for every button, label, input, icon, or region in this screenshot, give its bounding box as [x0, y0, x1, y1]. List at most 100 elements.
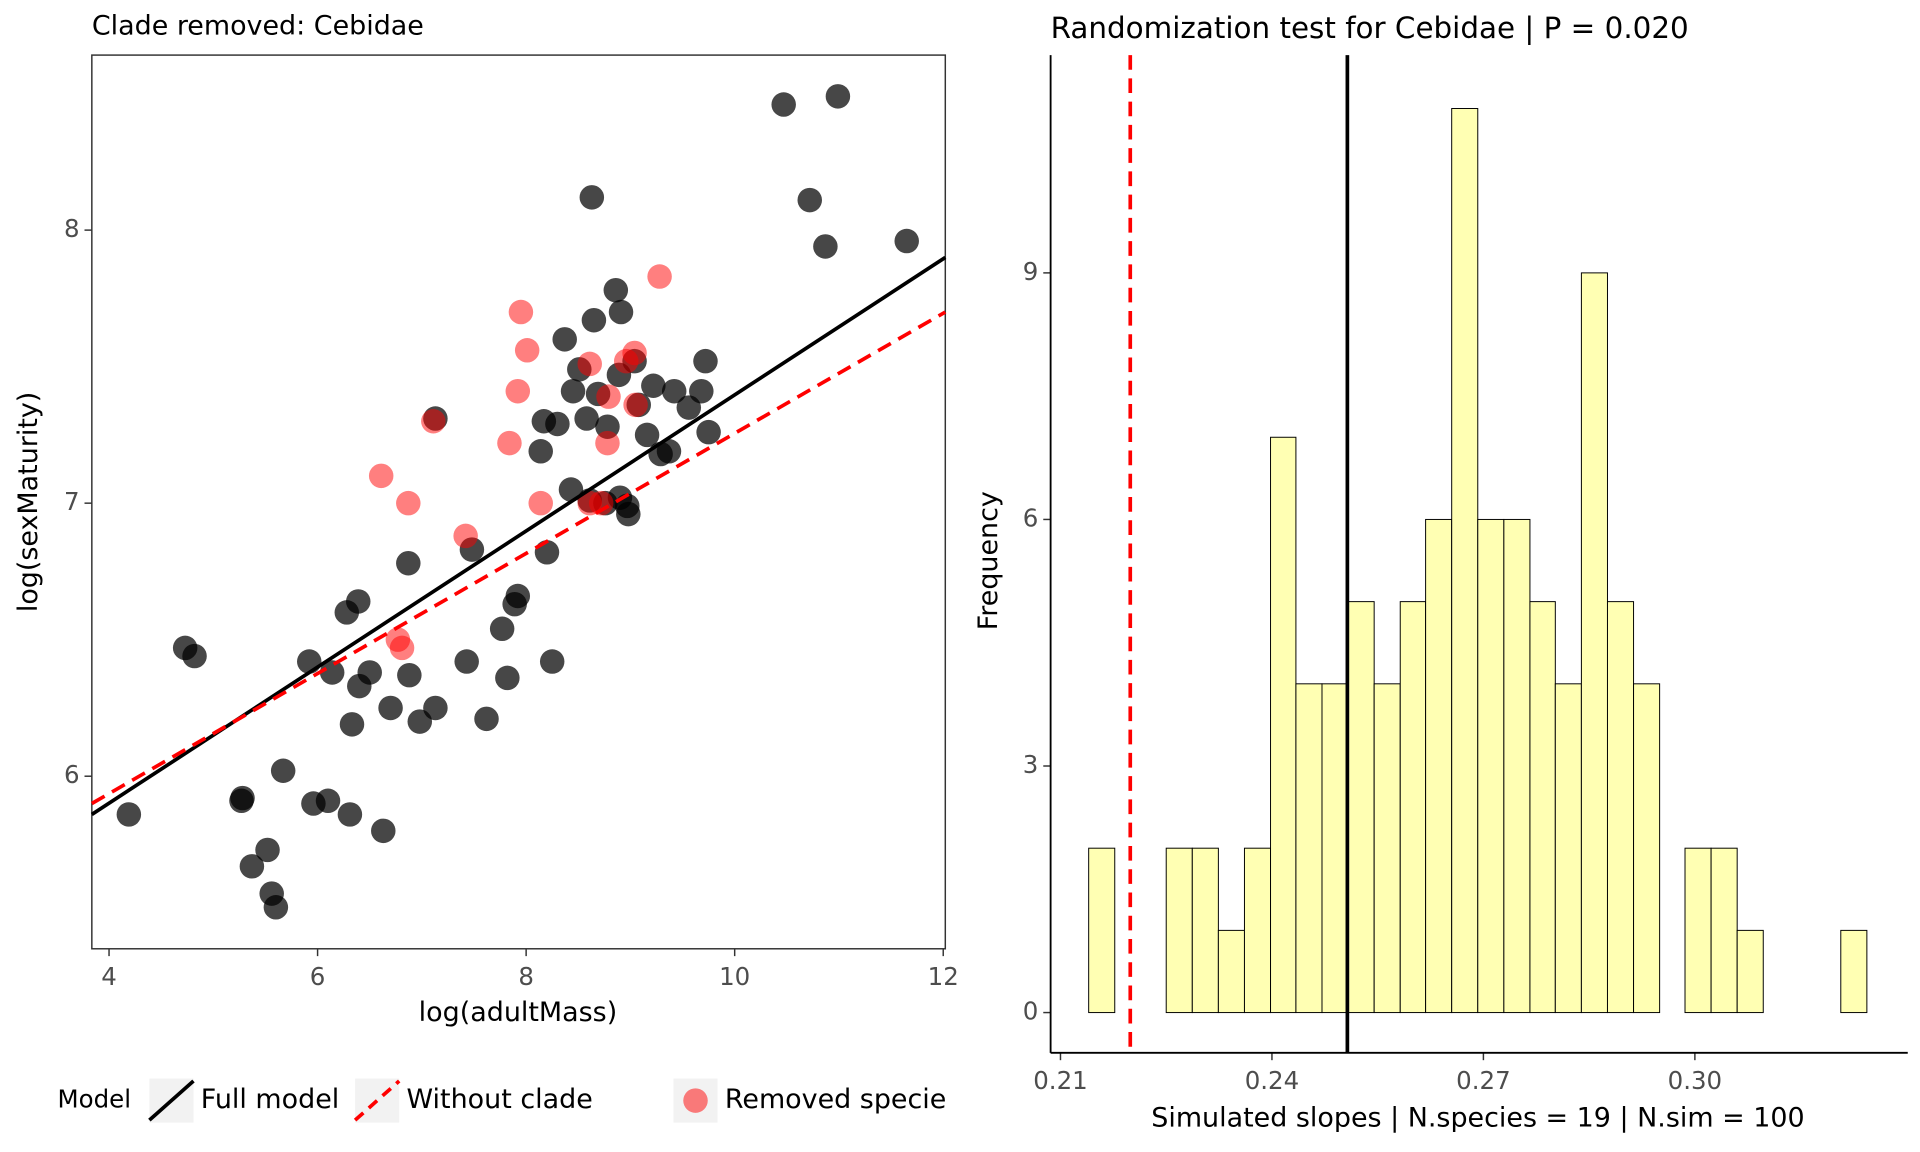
point [396, 550, 421, 576]
legend-label: Without clade [407, 1084, 593, 1115]
point [596, 384, 621, 409]
point [603, 277, 629, 303]
point [577, 351, 602, 377]
point [641, 373, 666, 398]
point [623, 392, 648, 418]
point [495, 665, 520, 691]
point [270, 758, 296, 783]
point [337, 802, 363, 827]
point [693, 348, 718, 374]
point [339, 712, 365, 737]
x-axis-label: log(adultMass) [419, 997, 618, 1028]
bar [1270, 436, 1297, 1014]
point [378, 695, 403, 721]
point [689, 378, 714, 404]
x-axis-label: Simulated slopes | N.species = 19 | N.si… [1151, 1102, 1804, 1133]
bar [1529, 601, 1556, 1014]
x-tick-label: 0.21 [1033, 1066, 1087, 1095]
point [505, 378, 531, 404]
point [346, 589, 371, 614]
bar [1425, 518, 1453, 1014]
point [454, 649, 479, 674]
bar [1606, 601, 1635, 1014]
bar [1477, 518, 1505, 1014]
point [656, 439, 682, 464]
point [528, 439, 553, 464]
legend-swatch [353, 1079, 401, 1122]
x-tick-label: 4 [101, 962, 117, 991]
point [514, 338, 540, 363]
bar [1165, 847, 1193, 1014]
y-tick-label: 9 [1023, 257, 1039, 286]
point [545, 411, 570, 437]
point [371, 818, 396, 844]
chart-title: Clade removed: Cebidae [92, 10, 424, 41]
bar [1451, 108, 1479, 1014]
bar [1580, 272, 1608, 1014]
x-tick-label: 6 [310, 962, 326, 991]
bar [1295, 683, 1323, 1014]
bar [1736, 929, 1764, 1014]
x-tick-label: 0.24 [1245, 1066, 1299, 1095]
fit-line [90, 310, 947, 806]
y-tick-label: 0 [1023, 997, 1039, 1026]
point [255, 837, 280, 863]
bar [1554, 683, 1582, 1014]
point [505, 583, 531, 609]
point [263, 895, 289, 920]
point [389, 635, 415, 661]
point [421, 409, 446, 434]
point [894, 228, 919, 254]
x-tick-label: 0.27 [1456, 1066, 1510, 1095]
point [552, 327, 577, 352]
point [116, 802, 142, 827]
bar [1373, 683, 1401, 1014]
point [296, 649, 322, 674]
point [489, 616, 515, 642]
legend-swatch [148, 1079, 195, 1122]
panel-border [91, 54, 947, 950]
point [397, 662, 422, 688]
bar [1710, 847, 1738, 1014]
point [574, 406, 599, 431]
point [616, 501, 641, 527]
y-tick-label: 3 [1023, 750, 1039, 779]
point [825, 84, 851, 109]
point [368, 463, 394, 489]
point [813, 234, 838, 259]
y-axis-label: Frequency [973, 491, 1004, 630]
point [771, 92, 796, 117]
point [497, 430, 522, 456]
point [534, 540, 560, 565]
point [622, 340, 647, 366]
point [539, 649, 565, 674]
y-tick-label: 6 [64, 760, 80, 789]
bar [1088, 847, 1116, 1014]
point [315, 788, 341, 814]
x-tick-label: 12 [928, 962, 959, 991]
point [319, 660, 345, 685]
point [581, 307, 607, 333]
y-tick-label: 7 [64, 487, 80, 516]
point [230, 785, 255, 811]
point [608, 299, 634, 325]
point [634, 422, 660, 448]
bar [1399, 601, 1427, 1014]
x-tick-label: 8 [518, 962, 534, 991]
legend-title: Model [58, 1085, 131, 1114]
x-tick-label: 10 [719, 962, 750, 991]
point [474, 706, 499, 732]
x-tick-label: 0.30 [1668, 1066, 1722, 1095]
bar [1633, 683, 1661, 1014]
y-axis-label: log(sexMaturity) [13, 392, 44, 612]
point [423, 695, 448, 721]
y-tick-label: 6 [1023, 503, 1039, 532]
legend-swatch [683, 1088, 708, 1113]
point [528, 490, 553, 516]
point [696, 419, 721, 445]
point [560, 378, 586, 404]
point [239, 854, 265, 879]
point [797, 187, 822, 213]
